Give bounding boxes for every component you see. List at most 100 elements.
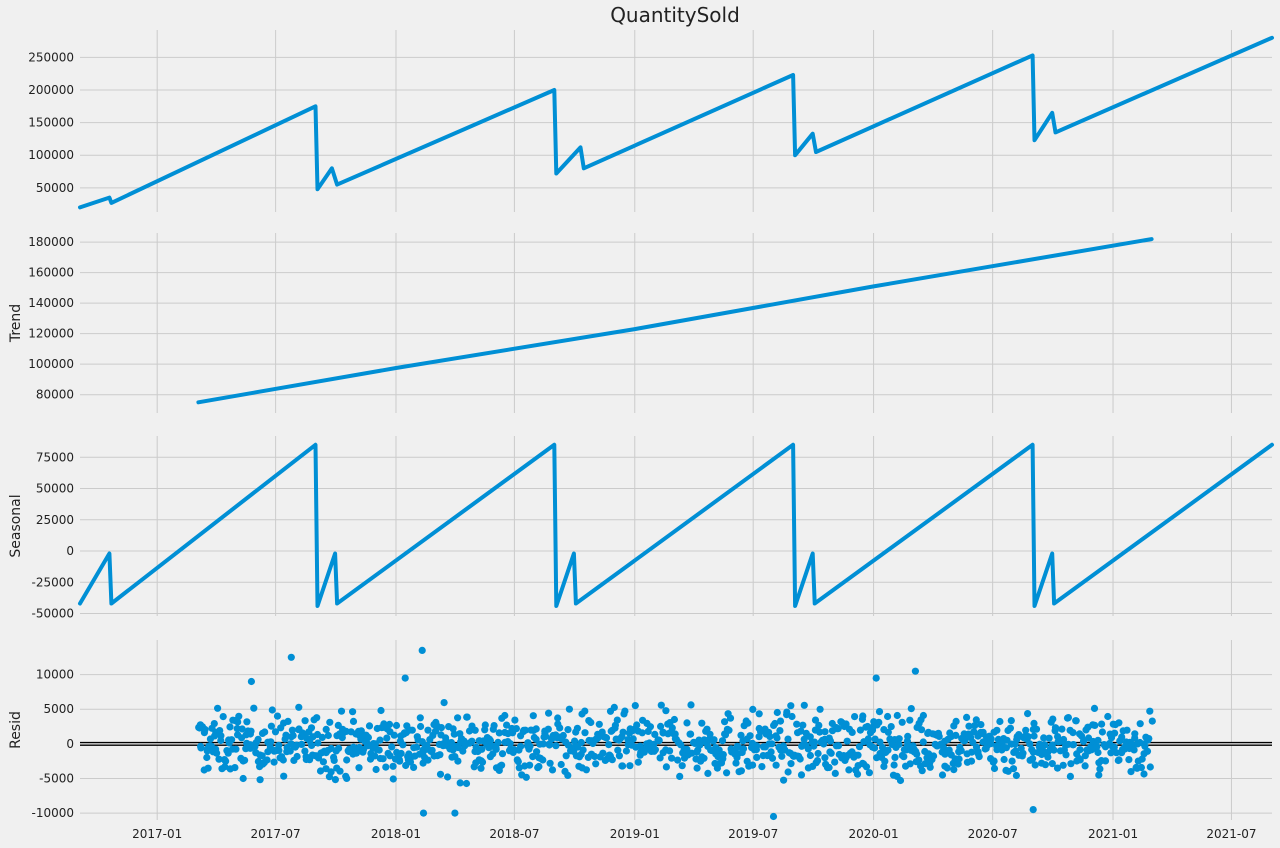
resid-point <box>1030 719 1038 728</box>
resid-point <box>977 721 985 729</box>
resid-point <box>436 770 445 778</box>
y-tick-label: -5000 <box>39 771 74 785</box>
resid-point <box>737 731 745 739</box>
resid-point <box>564 726 572 734</box>
resid-point <box>529 712 537 720</box>
resid-point <box>918 767 926 775</box>
resid-point <box>293 752 301 761</box>
resid-point <box>913 750 921 758</box>
resid-point <box>1136 720 1144 728</box>
resid-point <box>343 756 351 764</box>
resid-point <box>449 725 457 733</box>
resid-point <box>1041 741 1049 749</box>
resid-point <box>386 752 394 760</box>
subplot-panels: 5000010000015000020000025000080000100000… <box>8 30 1274 821</box>
resid-point <box>552 742 560 750</box>
resid-point <box>377 706 385 715</box>
resid-point <box>856 726 865 734</box>
resid-point <box>1076 746 1084 754</box>
resid-point <box>1029 755 1037 763</box>
resid-point <box>456 779 464 787</box>
resid-point <box>810 738 819 746</box>
resid-point <box>392 721 401 730</box>
resid-point <box>881 757 889 765</box>
resid-point <box>554 714 562 722</box>
resid-point <box>967 757 976 765</box>
resid-point <box>619 762 627 770</box>
resid-point <box>454 757 462 765</box>
resid-point <box>776 717 785 725</box>
resid-point <box>651 730 659 739</box>
resid-point <box>243 718 251 726</box>
resid-point <box>965 722 973 730</box>
resid-point <box>887 723 895 731</box>
resid-point <box>413 733 421 741</box>
resid-point <box>875 708 884 716</box>
resid-point <box>477 764 485 772</box>
resid-point <box>201 725 209 734</box>
resid-point <box>532 725 540 733</box>
x-tick-label: 2018-07 <box>489 827 539 841</box>
resid-point <box>1064 714 1072 722</box>
resid-point <box>521 726 530 734</box>
resid-outlier-point <box>872 674 880 682</box>
resid-point <box>526 761 534 769</box>
resid-point <box>301 747 309 755</box>
resid-point <box>797 771 806 779</box>
resid-point <box>1067 760 1075 768</box>
resid-point <box>715 746 723 754</box>
resid-point <box>626 762 634 770</box>
resid-point <box>324 731 332 740</box>
resid-point <box>797 727 805 735</box>
resid-point <box>511 716 519 724</box>
resid-point <box>1094 736 1102 745</box>
y-tick-label: 50000 <box>36 482 74 496</box>
y-tick-label: 25000 <box>36 513 74 527</box>
resid-point <box>1096 765 1104 773</box>
resid-point <box>565 705 574 713</box>
resid-point <box>330 756 338 765</box>
resid-point <box>831 758 839 766</box>
resid-point <box>825 763 833 772</box>
resid-point <box>241 756 249 764</box>
resid-point <box>270 758 278 766</box>
resid-point <box>906 716 914 724</box>
resid-point <box>1076 756 1084 764</box>
resid-point <box>842 720 850 728</box>
resid-point <box>562 752 570 760</box>
resid-point <box>385 720 394 729</box>
resid-point <box>371 752 379 760</box>
resid-point <box>468 737 476 745</box>
resid-point <box>1110 743 1118 751</box>
resid-point <box>428 746 436 754</box>
resid-outlier-point <box>418 646 426 655</box>
y-tick-label: 0 <box>66 737 74 751</box>
resid-point <box>783 708 791 716</box>
resid-point <box>668 724 676 732</box>
resid-point <box>490 722 498 730</box>
resid-point <box>331 776 339 784</box>
resid-outlier-point <box>451 809 459 817</box>
resid-point <box>990 764 999 773</box>
resid-point <box>532 735 540 743</box>
resid-point <box>800 701 808 709</box>
resid-point <box>454 714 462 722</box>
resid-point <box>668 754 676 762</box>
resid-point <box>915 756 923 764</box>
resid-point <box>633 721 641 729</box>
resid-point <box>772 761 780 769</box>
resid-point <box>235 712 243 720</box>
resid-point <box>753 753 761 762</box>
resid-point <box>721 718 729 726</box>
resid-point <box>670 715 679 724</box>
y-tick-label: 10000 <box>36 668 74 682</box>
resid-point <box>893 711 901 720</box>
resid-point <box>529 753 537 761</box>
resid-point <box>313 714 321 722</box>
resid-point <box>1101 757 1110 765</box>
resid-point <box>895 735 903 743</box>
resid-outlier-point <box>769 812 778 821</box>
y-tick-label: 50000 <box>36 181 74 195</box>
resid-point <box>1024 733 1032 741</box>
resid-point <box>1115 719 1123 727</box>
